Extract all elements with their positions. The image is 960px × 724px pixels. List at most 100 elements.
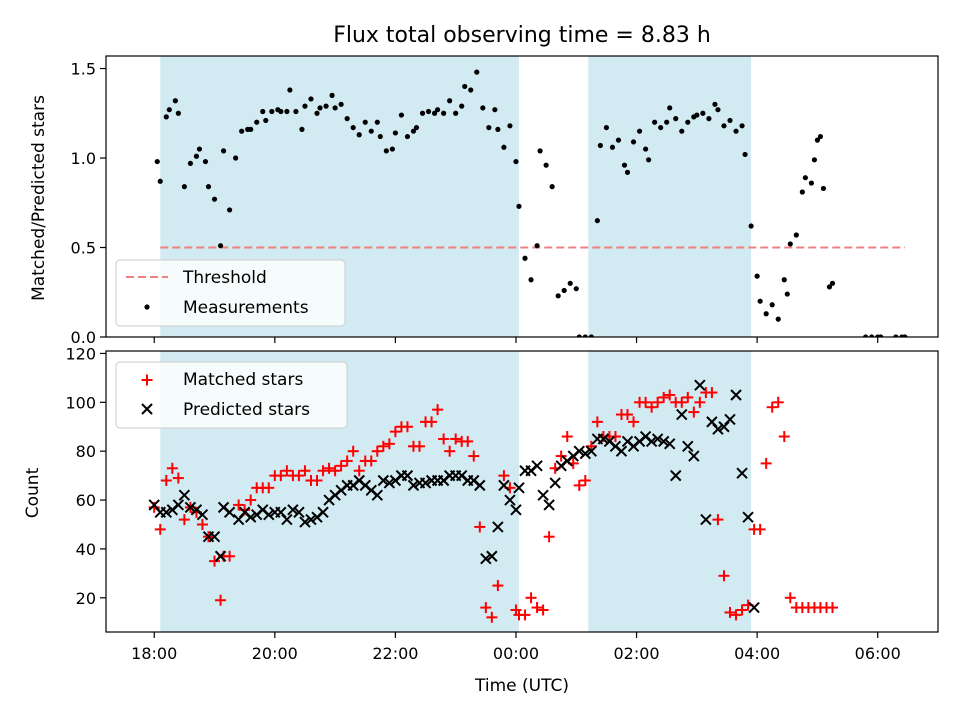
measurement-point [187, 160, 194, 166]
matched-star-point [178, 514, 190, 526]
predicted-star-point [700, 513, 712, 526]
predicted-cross-b [419, 477, 432, 489]
measurement-point [220, 148, 227, 154]
matched-star-point [166, 462, 178, 474]
legend-predicted-swatch [141, 403, 153, 415]
predicted-star-point [498, 479, 510, 492]
matched-star-point [468, 450, 480, 462]
measurement-point [808, 180, 814, 186]
predicted-cross-b [293, 506, 305, 518]
predicted-cross-b [504, 494, 516, 506]
predicted-cross-b [172, 499, 185, 511]
y-tick-label: 60 [76, 491, 96, 510]
measurement-point [293, 108, 299, 115]
predicted-cross-b [670, 469, 682, 482]
matched-star-point [335, 460, 347, 472]
predicted-cross-b [317, 506, 329, 518]
measurement-point [377, 133, 383, 140]
x-tick-label: 20:00 [252, 644, 298, 663]
x-tick-label: 22:00 [372, 644, 418, 663]
top-legend: Threshold Measurements [115, 259, 346, 327]
matched-star-point [724, 606, 736, 618]
predicted-cross-b [579, 447, 592, 460]
matched-star-point [209, 555, 221, 567]
predicted-star-point [160, 506, 172, 518]
measurement-point [700, 110, 706, 116]
matched-star-point [543, 531, 555, 543]
measurement-point [356, 132, 362, 138]
predicted-star-point [419, 477, 432, 489]
legend-predicted-label: Predicted stars [183, 400, 310, 420]
y-tick-label: 0.5 [71, 239, 96, 258]
predicted-cross-b [474, 479, 486, 492]
predicted-cross-b [238, 506, 251, 518]
matched-star-point [579, 475, 591, 487]
measurement-point [350, 124, 356, 131]
matched-star-point [730, 609, 742, 621]
predicted-cross-b [639, 430, 652, 443]
measurement-point [636, 128, 643, 134]
y-tick-label: 1.0 [71, 149, 96, 168]
predicted-cross-b [184, 501, 197, 514]
predicted-star-point [492, 521, 504, 533]
predicted-star-point [371, 489, 384, 501]
matched-star-point [389, 426, 401, 438]
measurement-point [642, 146, 649, 152]
predicted-cross-b [275, 506, 287, 518]
matched-star-point [450, 433, 462, 445]
measurement-point [878, 334, 884, 337]
predicted-cross-b [585, 445, 598, 457]
matched-star-point [628, 416, 640, 428]
matched-star-point [438, 433, 450, 445]
legend-box [115, 361, 348, 429]
matched-star-point [311, 475, 323, 487]
measurement-point [196, 146, 203, 152]
measurement-point [646, 157, 652, 163]
matched-star-point [293, 470, 305, 482]
matched-star-point [480, 602, 492, 614]
measurement-point [175, 110, 181, 116]
measurement-point [757, 298, 763, 304]
matched-star-point [682, 391, 694, 403]
legend-cross-b [141, 403, 153, 415]
measurement-point [727, 117, 733, 124]
measurement-point [826, 284, 833, 290]
predicted-cross-b [621, 435, 634, 448]
measurement-point [748, 223, 754, 229]
measurement-point [362, 119, 368, 125]
predicted-cross-b [244, 511, 257, 523]
measurement-point [323, 103, 329, 109]
measurement-point [754, 273, 760, 279]
predicted-star-point [694, 379, 706, 391]
measurement-point [480, 105, 486, 111]
measurement-point [492, 107, 498, 113]
measurement-point [863, 334, 869, 337]
predicted-star-point [305, 513, 317, 526]
predicted-star-point [480, 552, 492, 565]
matched-star-point [486, 611, 498, 623]
predicted-star-point [549, 477, 561, 489]
measurement-point [603, 124, 610, 131]
x-tick-label: 06:00 [855, 644, 901, 663]
predicted-cross-b [657, 435, 670, 448]
measurement-point [567, 280, 573, 286]
y-tick-label: 20 [76, 589, 96, 608]
y-tick-label: 100 [65, 393, 96, 412]
predicted-cross-b [208, 530, 221, 543]
measurement-point [615, 137, 622, 143]
matched-star-point [706, 387, 718, 399]
predicted-cross-b [510, 504, 522, 516]
measurement-point [507, 123, 513, 129]
matched-star-point [760, 457, 772, 469]
matched-star-point [609, 431, 621, 443]
predicted-cross-b [371, 489, 384, 501]
predicted-cross-b [651, 433, 664, 445]
measurement-point [781, 277, 787, 283]
x-tick-label: 02:00 [613, 644, 659, 663]
measurement-point [712, 101, 718, 107]
measurement-point [733, 128, 739, 134]
measurement-point [248, 126, 254, 132]
predicted-star-point [510, 504, 522, 516]
predicted-cross-b [664, 438, 676, 450]
